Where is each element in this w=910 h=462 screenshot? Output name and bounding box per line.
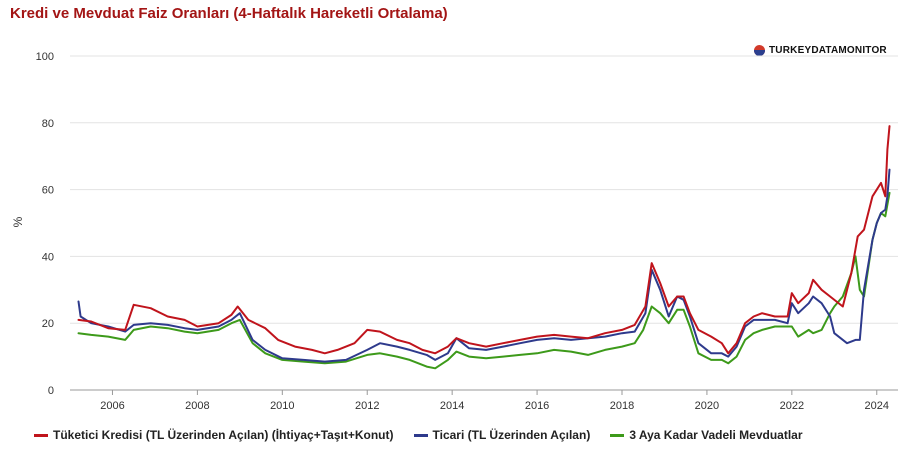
legend-label: Tüketici Kredisi (TL Üzerinden Açılan) (… [53, 428, 394, 442]
y-tick-label: 20 [42, 318, 54, 330]
chart-title: Kredi ve Mevduat Faiz Oranları (4-Haftal… [10, 5, 448, 22]
legend-swatch [34, 433, 48, 437]
legend-item-deposits[interactable]: 3 Aya Kadar Vadeli Mevduatlar [610, 428, 803, 442]
y-tick-label: 40 [42, 251, 54, 263]
legend-swatch [413, 433, 428, 437]
series-line-consumer-loans [77, 125, 891, 355]
series-line-deposits [77, 191, 891, 370]
y-tick-label: 60 [42, 185, 54, 197]
x-tick-label: 2024 [865, 400, 889, 412]
logo-icon [754, 45, 765, 56]
y-tick-label: 0 [48, 385, 54, 397]
legend: Tüketici Kredisi (TL Üzerinden Açılan) (… [34, 428, 823, 442]
y-tick-label: 100 [36, 51, 54, 63]
watermark-text: TURKEYDATAMONITOR [769, 45, 887, 56]
y-axis: 0 20 40 60 80 100 [36, 51, 54, 397]
legend-label: Ticari (TL Üzerinden Açılan) [432, 428, 591, 442]
series-line-commercial-loans [77, 168, 891, 363]
series-lines [77, 125, 891, 370]
x-tick-label: 2010 [270, 400, 294, 412]
legend-label: 3 Aya Kadar Vadeli Mevduatlar [629, 428, 803, 442]
x-tick-label: 2014 [440, 400, 464, 412]
legend-item-consumer-loans[interactable]: Tüketici Kredisi (TL Üzerinden Açılan) (… [34, 428, 394, 442]
x-tick-label: 2012 [355, 400, 379, 412]
legend-swatch [610, 433, 625, 437]
gridlines [70, 55, 898, 391]
y-tick-label: 80 [42, 118, 54, 130]
legend-item-commercial-loans[interactable]: Ticari (TL Üzerinden Açılan) [413, 428, 591, 442]
x-axis: 2006 2008 2010 2012 2014 2016 2018 2020 2022 2024 [100, 390, 889, 412]
x-tick-label: 2020 [695, 400, 719, 412]
x-tick-label: 2016 [525, 400, 549, 412]
x-tick-label: 2018 [610, 400, 634, 412]
x-tick-label: 2008 [185, 400, 209, 412]
x-tick-label: 2006 [100, 400, 124, 412]
y-axis-label: % [11, 216, 25, 227]
x-tick-label: 2022 [780, 400, 804, 412]
watermark-logo: TURKEYDATAMONITOR [754, 45, 887, 56]
